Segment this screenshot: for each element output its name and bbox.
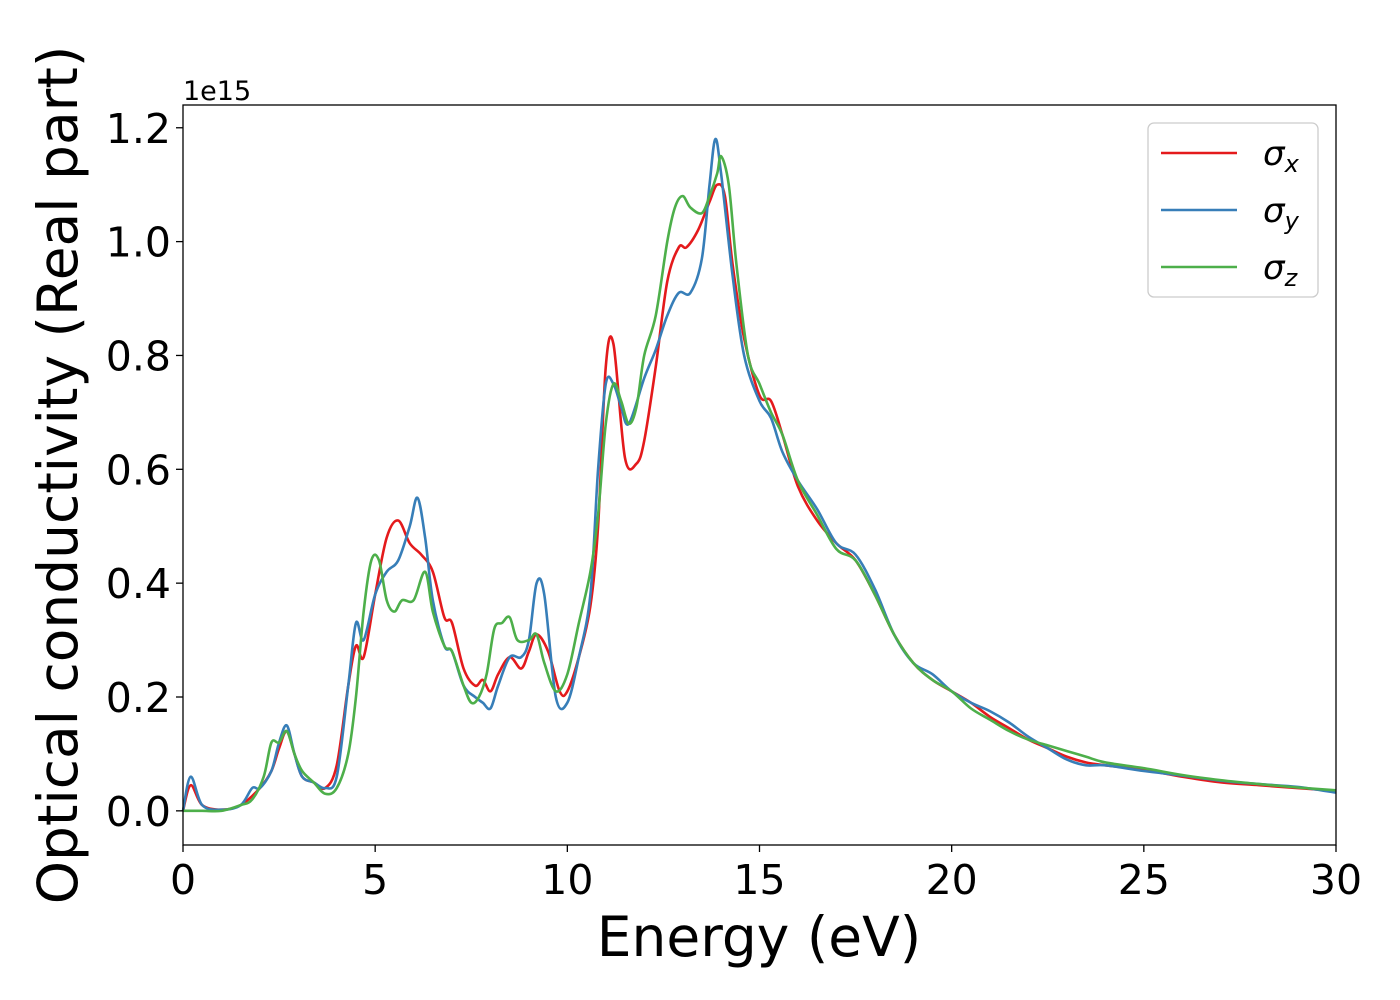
x-axis-ticks: 0 5 10 15 20 25 30 [170, 845, 1362, 904]
y-axis-ticks: 0.0 0.2 0.4 0.6 0.8 1.0 1.2 [106, 105, 183, 836]
y-tick-label: 1.0 [106, 219, 171, 267]
y-tick-label: 0.6 [106, 446, 171, 494]
y-axis-offset-text: 1e15 [183, 76, 251, 107]
series-line-z [183, 154, 1337, 813]
x-tick-label: 30 [1310, 856, 1362, 904]
series-layer [181, 137, 1337, 813]
y-tick-label: 0.2 [106, 674, 171, 722]
y-tick-label: 0.4 [106, 560, 171, 608]
x-tick-label: 25 [1118, 856, 1170, 904]
x-axis-label: Energy (eV) [597, 905, 921, 969]
y-tick-label: 1.2 [106, 105, 171, 153]
y-axis-label: Optical conductivity (Real part) [26, 46, 90, 905]
y-tick-label: 0.8 [106, 332, 171, 380]
x-tick-label: 20 [926, 856, 978, 904]
x-tick-label: 10 [541, 856, 593, 904]
x-tick-label: 0 [170, 856, 196, 904]
legend-label-x: σx [1263, 134, 1300, 178]
legend-label-y: σy [1263, 191, 1300, 235]
y-tick-label: 0.0 [106, 788, 171, 836]
x-tick-label: 15 [733, 856, 785, 904]
legend: σx σy σz [1147, 122, 1319, 298]
x-tick-label: 5 [362, 856, 388, 904]
legend-label-z: σz [1263, 248, 1299, 292]
